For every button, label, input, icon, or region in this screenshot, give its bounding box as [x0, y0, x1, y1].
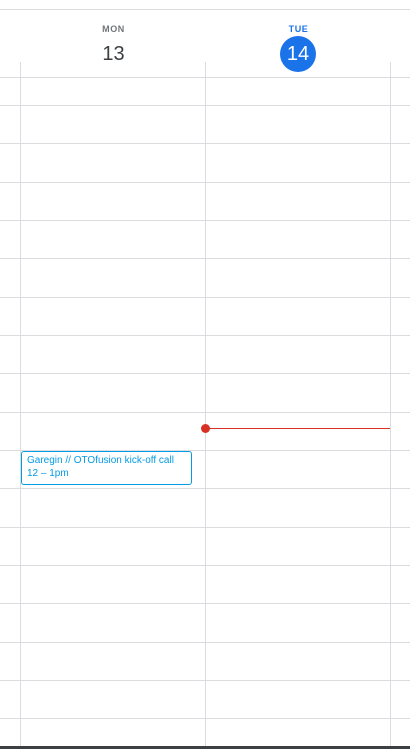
calendar-event[interactable]: Garegin // OTOfusion kick-off call 12 – …: [21, 451, 192, 485]
current-time-dot: [201, 424, 210, 433]
hour-gridline: [0, 450, 410, 451]
hour-gridline: [0, 143, 410, 144]
day-of-week-label: TUE: [288, 24, 309, 34]
hour-gridline: [0, 220, 410, 221]
event-title: Garegin // OTOfusion kick-off call: [27, 455, 174, 466]
day-of-week-label: MON: [102, 24, 125, 34]
hour-gridline: [0, 258, 410, 259]
day-header-tuesday[interactable]: TUE 14: [206, 10, 391, 78]
column-divider: [205, 62, 206, 749]
hour-gridline: [0, 565, 410, 566]
hour-gridline: [0, 373, 410, 374]
hour-gridline: [0, 105, 410, 106]
hour-gridline: [0, 412, 410, 413]
bottom-edge-bar: [0, 746, 410, 749]
hour-gridline: [0, 680, 410, 681]
hour-gridline: [0, 718, 410, 719]
hour-gridline: [0, 182, 410, 183]
hour-gridline: [0, 335, 410, 336]
column-divider: [20, 62, 21, 749]
event-time: 12 – 1pm: [27, 468, 69, 479]
current-time-line: [206, 428, 390, 429]
hour-gridline: [0, 488, 410, 489]
hour-gridline: [0, 527, 410, 528]
day-header-monday[interactable]: MON 13: [21, 10, 206, 78]
header-top-border: [0, 9, 410, 10]
hour-gridline: [0, 603, 410, 604]
hour-gridline: [0, 642, 410, 643]
day-number[interactable]: 13: [102, 43, 125, 65]
hour-gridline: [0, 297, 410, 298]
column-divider: [390, 62, 391, 749]
today-day-number[interactable]: 14: [280, 36, 316, 72]
